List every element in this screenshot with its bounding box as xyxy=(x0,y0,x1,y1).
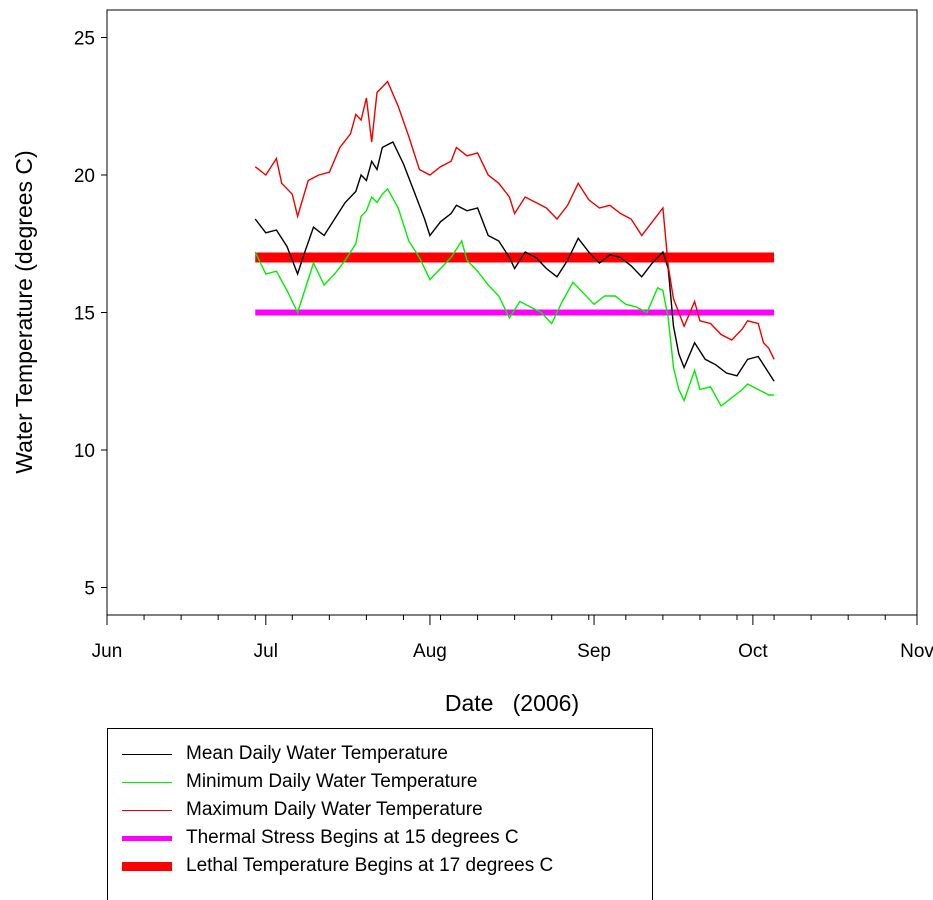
x-tick-label: Sep xyxy=(577,641,611,662)
legend-item: Minimum Daily Water Temperature xyxy=(122,769,477,795)
x-tick-label: Nov xyxy=(900,641,933,662)
legend: Mean Daily Water Temperature Minimum Dail… xyxy=(107,728,653,900)
x-tick-label: Jun xyxy=(92,641,123,662)
x-tick-label: Jul xyxy=(254,641,278,662)
y-tick-label: 10 xyxy=(74,441,95,462)
legend-item: Mean Daily Water Temperature xyxy=(122,741,448,767)
legend-swatch xyxy=(122,810,172,811)
y-tick-label: 25 xyxy=(74,29,95,50)
series-lines xyxy=(255,82,774,407)
x-axis: Jun Jul Aug Sep Oct Nov xyxy=(92,615,933,662)
x-axis-title: Date (2006) xyxy=(445,690,579,716)
legend-label: Maximum Daily Water Temperature xyxy=(186,799,483,821)
y-tick-label: 15 xyxy=(74,304,95,325)
legend-label: Thermal Stress Begins at 15 degrees C xyxy=(186,827,519,849)
legend-label: Lethal Temperature Begins at 17 degrees … xyxy=(186,855,553,877)
y-axis-title: Water Temperature (degrees C) xyxy=(11,150,37,473)
legend-swatch xyxy=(122,862,172,871)
legend-item: Thermal Stress Begins at 15 degrees C xyxy=(122,825,519,851)
legend-swatch xyxy=(122,782,172,783)
legend-label: Mean Daily Water Temperature xyxy=(186,743,448,765)
legend-item: Maximum Daily Water Temperature xyxy=(122,797,483,823)
y-tick-label: 5 xyxy=(84,579,95,600)
x-tick-label: Oct xyxy=(738,641,768,662)
threshold-lines xyxy=(255,258,774,313)
y-tick-label: 20 xyxy=(74,166,95,187)
x-tick-label: Aug xyxy=(413,641,447,662)
y-axis: 5 10 15 20 25 xyxy=(74,29,107,600)
water-temperature-chart: 5 10 15 20 25 Jun Jul Aug Sep Oct Nov Water Tempe… xyxy=(0,0,933,728)
legend-label: Minimum Daily Water Temperature xyxy=(186,771,477,793)
legend-swatch xyxy=(122,754,172,755)
legend-swatch xyxy=(122,836,172,841)
legend-item: Lethal Temperature Begins at 17 degrees … xyxy=(122,853,553,879)
